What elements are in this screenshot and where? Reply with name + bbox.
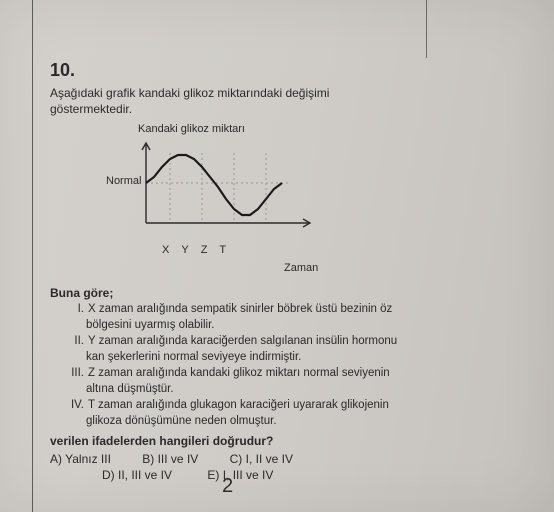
chart-region: Kandaki glikoz miktarı Normal XYZT Zaman — [110, 123, 410, 276]
x-axis-row: XYZT Zaman — [110, 240, 410, 276]
question-block: 10. Aşağıdaki grafik kandaki glikoz mikt… — [50, 60, 410, 482]
x-tick-t: T — [219, 244, 238, 256]
statement-3: III.Z zaman aralığında kandaki glikoz mi… — [64, 366, 410, 397]
statement-2: II.Y zaman aralığında karaciğerden salgı… — [64, 334, 410, 365]
roman-2: II. — [64, 334, 84, 350]
margin-rule-mid — [426, 0, 427, 58]
x-tick-y: Y — [181, 244, 200, 256]
statement-1-text: X zaman aralığında sempatik sinirler böb… — [86, 303, 392, 331]
page-number: 2 — [222, 475, 233, 498]
x-tick-x: X — [162, 244, 181, 256]
stem-line-2: göstermektedir. — [50, 102, 132, 116]
margin-rule-left — [32, 0, 33, 512]
choice-d: D) II, III ve IV — [102, 468, 172, 482]
choice-a: A) Yalnız III — [50, 452, 111, 466]
x-axis-label: Zaman — [284, 262, 318, 274]
question-ask: verilen ifadelerden hangileri doğrudur? — [50, 434, 410, 448]
choice-c: C) I, II ve IV — [230, 452, 293, 466]
x-tick-labels: XYZT — [162, 244, 238, 256]
question-stem: Aşağıdaki grafik kandaki glikoz miktarın… — [50, 85, 410, 117]
statements-list: I.X zaman aralığında sempatik sinirler b… — [64, 302, 410, 429]
choices-row-2: D) II, III ve IV E) I, III ve IV — [102, 468, 410, 482]
statement-1: I.X zaman aralığında sempatik sinirler b… — [64, 302, 410, 333]
choice-e: E) I, III ve IV — [207, 468, 273, 482]
statement-3-text: Z zaman aralığında kandaki glikoz miktar… — [86, 367, 390, 395]
x-tick-z: Z — [201, 244, 220, 256]
normal-label: Normal — [106, 175, 141, 187]
roman-3: III. — [64, 366, 84, 382]
choice-b: B) III ve IV — [142, 452, 198, 466]
chart-title: Kandaki glikoz miktarı — [138, 123, 410, 135]
question-number: 10. — [50, 60, 410, 81]
buna-gore: Buna göre; — [50, 286, 410, 300]
roman-1: I. — [64, 302, 84, 318]
statement-4: IV.T zaman aralığında glukagon karaciğer… — [64, 398, 410, 429]
paper-background: 10. Aşağıdaki grafik kandaki glikoz mikt… — [0, 0, 554, 512]
statement-4-text: T zaman aralığında glukagon karaciğeri u… — [86, 399, 389, 427]
glucose-chart — [110, 137, 320, 235]
roman-4: IV. — [64, 398, 84, 414]
choices-row-1: A) Yalnız III B) III ve IV C) I, II ve I… — [50, 452, 410, 466]
statement-2-text: Y zaman aralığında karaciğerden salgılan… — [86, 335, 397, 363]
stem-line-1: Aşağıdaki grafik kandaki glikoz miktarın… — [50, 86, 329, 100]
